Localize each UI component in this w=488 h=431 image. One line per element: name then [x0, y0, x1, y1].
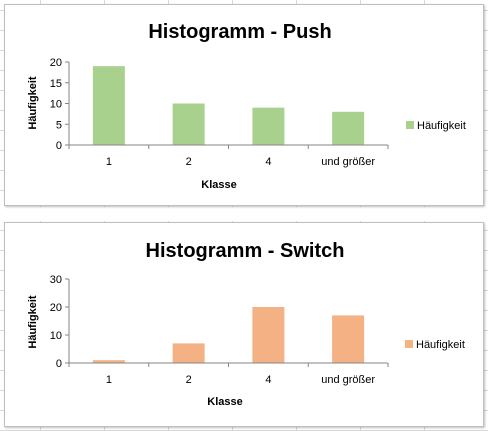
y-tick-label: 20	[50, 302, 62, 314]
x-tick-label: 2	[186, 156, 192, 168]
x-tick-label: und größer	[321, 156, 375, 168]
y-tick-label: 0	[56, 140, 62, 152]
bar	[172, 103, 205, 145]
plot-area: 0 10 20 30 1 2 4 und größer	[50, 274, 389, 386]
x-tick-label: 4	[265, 374, 271, 386]
legend-swatch	[406, 121, 414, 129]
histogram-switch-chart[interactable]: Histogramm - Switch Häufigkeit Klasse 0 1…	[4, 222, 484, 427]
y-axis-label: Häufigkeit	[27, 76, 39, 130]
y-tick-label: 10	[50, 330, 62, 342]
y-tick-label: 5	[56, 119, 62, 131]
chart-title: Histogramm - Push	[148, 21, 331, 43]
x-tick-label: 2	[186, 374, 192, 386]
x-tick-label: 1	[106, 156, 112, 168]
bar	[332, 315, 365, 363]
histogram-push-svg: Histogramm - Push Häufigkeit Klasse 0 5 10…	[27, 21, 466, 191]
chart-separator	[0, 207, 488, 221]
legend-label: Häufigkeit	[417, 120, 466, 132]
legend: Häufigkeit	[406, 120, 466, 132]
y-tick-label: 15	[50, 78, 62, 90]
x-tick-label: 1	[106, 374, 112, 386]
x-axis-label: Klasse	[207, 396, 242, 408]
legend-swatch	[405, 340, 413, 348]
y-tick-label: 30	[50, 274, 62, 286]
y-tick-label: 0	[56, 358, 62, 370]
bar	[332, 111, 365, 145]
histogram-switch-svg: Histogramm - Switch Häufigkeit Klasse 0 1…	[27, 240, 465, 408]
chart-title: Histogramm - Switch	[146, 240, 345, 262]
bar	[92, 360, 125, 363]
legend-label: Häufigkeit	[416, 339, 465, 351]
histogram-push-chart[interactable]: Histogramm - Push Häufigkeit Klasse 0 5 10…	[4, 4, 484, 206]
x-tick-label: 4	[265, 156, 271, 168]
bar	[252, 307, 285, 363]
y-tick-label: 20	[50, 57, 62, 69]
bar	[92, 66, 125, 145]
y-axis-label: Häufigkeit	[27, 295, 39, 349]
bar	[252, 107, 285, 145]
y-tick-label: 10	[50, 99, 62, 111]
x-axis-label: Klasse	[201, 179, 236, 191]
legend: Häufigkeit	[405, 339, 465, 351]
x-tick-label: und größer	[321, 374, 375, 386]
bar	[172, 343, 205, 363]
